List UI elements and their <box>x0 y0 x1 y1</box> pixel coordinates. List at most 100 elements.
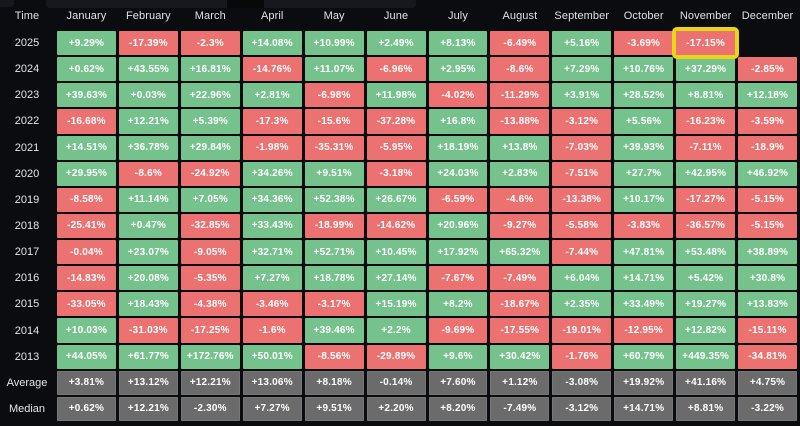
cell-2022-january[interactable]: -16.68% <box>57 109 116 134</box>
cell-average-may[interactable]: +8.18% <box>304 370 364 395</box>
cell-2016-may[interactable]: +18.78% <box>304 266 364 291</box>
cell-2025-january[interactable]: +9.29% <box>57 31 116 56</box>
cell-2014-december[interactable]: -15.11% <box>738 318 797 343</box>
cell-2015-february[interactable]: +18.43% <box>118 292 178 317</box>
cell-2021-june[interactable]: -5.95% <box>366 135 426 160</box>
cell-2021-july[interactable]: +18.19% <box>428 135 488 160</box>
cell-2023-april[interactable]: +2.81% <box>242 83 302 108</box>
cell-2018-may[interactable]: -18.99% <box>304 213 364 239</box>
cell-2025-may[interactable]: +10.99% <box>304 31 364 56</box>
cell-average-january[interactable]: +3.81% <box>57 370 116 395</box>
cell-2021-february[interactable]: +36.78% <box>118 135 178 160</box>
cell-median-november[interactable]: +8.81% <box>676 396 736 421</box>
cell-2025-november-highlighted[interactable]: -17.15% <box>672 26 740 60</box>
cell-2014-september[interactable]: -19.01% <box>552 318 612 343</box>
cell-2015-january[interactable]: -33.05% <box>57 292 116 317</box>
cell-median-july[interactable]: +8.20% <box>428 396 488 421</box>
cell-2022-september[interactable]: -3.12% <box>552 109 612 134</box>
cell-median-january[interactable]: +0.62% <box>57 396 116 421</box>
cell-2013-september[interactable]: -1.76% <box>552 344 612 369</box>
cell-2023-february[interactable]: +0.03% <box>118 83 178 108</box>
cell-2014-april[interactable]: -1.6% <box>242 318 302 343</box>
cell-2021-january[interactable]: +14.51% <box>57 135 116 160</box>
cell-average-april[interactable]: +13.06% <box>242 370 302 395</box>
cell-2023-march[interactable]: +22.96% <box>180 83 240 108</box>
cell-median-october[interactable]: +14.71% <box>614 396 674 421</box>
cell-2024-august[interactable]: -8.6% <box>490 57 550 82</box>
cell-2014-june[interactable]: +2.2% <box>366 318 426 343</box>
cell-2016-december[interactable]: +30.8% <box>738 266 797 291</box>
cell-2013-july[interactable]: +9.6% <box>428 344 488 369</box>
cell-2017-april[interactable]: +32.71% <box>242 240 302 265</box>
cell-2024-june[interactable]: -6.96% <box>366 57 426 82</box>
cell-2019-february[interactable]: +11.14% <box>118 187 178 212</box>
cell-2021-september[interactable]: -7.03% <box>552 135 612 160</box>
cell-average-september[interactable]: -3.08% <box>552 370 612 395</box>
cell-2024-july[interactable]: +2.95% <box>428 57 488 82</box>
cell-2024-february[interactable]: +43.55% <box>118 57 178 82</box>
cell-2016-april[interactable]: +7.27% <box>242 266 302 291</box>
cell-2016-june[interactable]: +27.14% <box>366 266 426 291</box>
cell-2017-january[interactable]: -0.04% <box>57 240 116 265</box>
cell-2019-november[interactable]: -17.27% <box>676 187 736 212</box>
cell-2021-november[interactable]: -7.11% <box>676 135 736 160</box>
cell-2022-april[interactable]: -17.3% <box>242 109 302 134</box>
cell-2019-may[interactable]: +52.38% <box>304 187 364 212</box>
cell-2013-november[interactable]: +449.35% <box>676 344 736 369</box>
cell-2018-april[interactable]: +33.43% <box>242 213 302 239</box>
cell-2013-may[interactable]: -8.56% <box>304 344 364 369</box>
cell-2020-may[interactable]: +9.51% <box>304 161 364 186</box>
cell-2013-march[interactable]: +172.76% <box>180 344 240 369</box>
cell-2025-june[interactable]: +2.49% <box>366 31 426 56</box>
cell-2018-august[interactable]: -9.27% <box>490 213 550 239</box>
cell-2015-september[interactable]: +2.35% <box>552 292 612 317</box>
cell-2014-march[interactable]: -17.25% <box>180 318 240 343</box>
cell-2019-april[interactable]: +34.36% <box>242 187 302 212</box>
cell-2022-may[interactable]: -15.6% <box>304 109 364 134</box>
cell-2021-august[interactable]: +13.8% <box>490 135 550 160</box>
cell-2019-january[interactable]: -8.58% <box>57 187 116 212</box>
cell-median-august[interactable]: -7.49% <box>490 396 550 421</box>
cell-2025-july[interactable]: +8.13% <box>428 31 488 56</box>
cell-2025-march[interactable]: -2.3% <box>180 31 240 56</box>
cell-2020-february[interactable]: -8.6% <box>118 161 178 186</box>
cell-2018-october[interactable]: -3.83% <box>614 213 674 239</box>
cell-2017-february[interactable]: +23.07% <box>118 240 178 265</box>
cell-2014-february[interactable]: -31.03% <box>118 318 178 343</box>
cell-2024-january[interactable]: +0.62% <box>57 57 116 82</box>
cell-2017-september[interactable]: -7.44% <box>552 240 612 265</box>
cell-2015-march[interactable]: -4.38% <box>180 292 240 317</box>
cell-2013-october[interactable]: +60.79% <box>614 344 674 369</box>
cell-average-june[interactable]: -0.14% <box>366 370 426 395</box>
cell-2023-june[interactable]: +11.98% <box>366 83 426 108</box>
cell-2015-august[interactable]: -18.67% <box>490 292 550 317</box>
cell-2021-may[interactable]: -35.31% <box>304 135 364 160</box>
cell-2020-october[interactable]: +27.7% <box>614 161 674 186</box>
cell-2015-april[interactable]: -3.46% <box>242 292 302 317</box>
cell-2019-july[interactable]: -6.59% <box>428 187 488 212</box>
cell-2013-january[interactable]: +44.05% <box>57 344 116 369</box>
cell-2018-november[interactable]: -36.57% <box>676 213 736 239</box>
cell-2015-may[interactable]: -3.17% <box>304 292 364 317</box>
cell-2022-november[interactable]: -16.23% <box>676 109 736 134</box>
cell-2020-july[interactable]: +24.03% <box>428 161 488 186</box>
cell-2022-december[interactable]: -3.59% <box>738 109 797 134</box>
cell-2022-february[interactable]: +12.21% <box>118 109 178 134</box>
cell-2024-september[interactable]: +7.29% <box>552 57 612 82</box>
cell-2024-november[interactable]: +37.29% <box>676 57 736 82</box>
cell-average-october[interactable]: +19.92% <box>614 370 674 395</box>
cell-2016-february[interactable]: +20.08% <box>118 266 178 291</box>
cell-2015-july[interactable]: +8.2% <box>428 292 488 317</box>
cell-median-february[interactable]: +12.21% <box>118 396 178 421</box>
cell-2017-june[interactable]: +10.45% <box>366 240 426 265</box>
cell-average-august[interactable]: +1.12% <box>490 370 550 395</box>
cell-2020-august[interactable]: +2.83% <box>490 161 550 186</box>
cell-2013-june[interactable]: -29.89% <box>366 344 426 369</box>
cell-2024-october[interactable]: +10.76% <box>614 57 674 82</box>
cell-2017-august[interactable]: +65.32% <box>490 240 550 265</box>
cell-median-june[interactable]: +2.20% <box>366 396 426 421</box>
cell-2025-september[interactable]: +5.16% <box>552 31 612 56</box>
cell-2020-april[interactable]: +34.26% <box>242 161 302 186</box>
cell-2020-june[interactable]: -3.18% <box>366 161 426 186</box>
cell-2016-january[interactable]: -14.83% <box>57 266 116 291</box>
